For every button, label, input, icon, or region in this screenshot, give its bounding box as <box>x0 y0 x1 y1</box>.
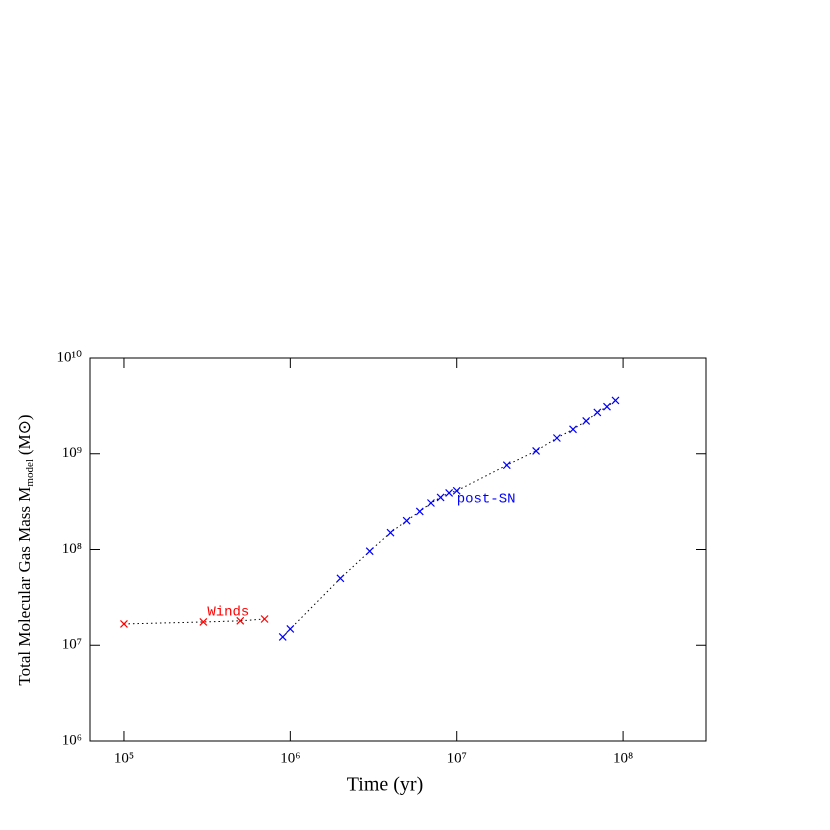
marker-stroke <box>120 620 128 628</box>
x-tick-label: 10⁵ <box>114 750 134 766</box>
marker <box>611 396 620 405</box>
marker <box>582 417 591 425</box>
y-tick-label: 10⁹ <box>62 445 82 461</box>
marker <box>120 620 128 628</box>
marker-stroke <box>611 396 620 405</box>
y-label-sub: model <box>24 459 36 487</box>
marker-stroke <box>199 618 208 626</box>
marker-stroke <box>593 408 602 417</box>
x-tick-label: 10⁸ <box>613 750 633 766</box>
marker-stroke <box>278 633 287 641</box>
marker <box>402 516 411 525</box>
marker-stroke <box>532 447 541 455</box>
series-label: post-SN <box>457 492 516 508</box>
marker <box>436 493 445 502</box>
marker-stroke <box>502 461 511 470</box>
marker-stroke <box>582 417 591 425</box>
marker-stroke <box>365 547 374 556</box>
marker <box>386 528 395 537</box>
marker <box>415 507 424 516</box>
y-label-main: Total Molecular Gas Mass M <box>15 487 34 686</box>
series-label: Winds <box>207 605 249 621</box>
y-tick-label: 10⁷ <box>62 637 82 653</box>
marker-stroke <box>286 625 295 633</box>
marker <box>427 499 435 507</box>
marker <box>603 402 611 411</box>
marker <box>199 618 208 626</box>
marker <box>502 461 511 470</box>
marker-stroke <box>445 488 454 497</box>
marker-stroke <box>260 615 269 623</box>
y-tick-label: 10⁸ <box>62 541 82 557</box>
connector-line <box>282 400 616 638</box>
marker-stroke <box>336 574 345 583</box>
marker-stroke <box>569 425 577 434</box>
y-tick-label: 10⁶ <box>62 732 82 748</box>
marker <box>236 616 245 625</box>
marker-stroke <box>452 486 461 495</box>
marker-stroke <box>436 493 445 502</box>
marker <box>286 625 295 633</box>
marker-stroke <box>427 499 435 507</box>
marker <box>278 633 287 641</box>
marker <box>336 574 345 583</box>
marker-stroke <box>603 402 611 411</box>
marker-stroke <box>386 528 395 537</box>
y-label-unit: (M⊙) <box>15 414 34 455</box>
y-axis-label: Total Molecular Gas Mass Mmodel (M⊙) <box>15 414 36 685</box>
marker <box>365 547 374 556</box>
x-axis-label: Time (yr) <box>347 774 423 796</box>
y-tick-label: 10¹⁰ <box>56 349 82 365</box>
marker <box>593 408 602 417</box>
marker-stroke <box>552 434 561 442</box>
x-tick-label: 10⁶ <box>280 750 300 766</box>
x-tick-label: 10⁷ <box>447 750 467 766</box>
marker-stroke <box>402 516 411 525</box>
marker <box>569 425 577 434</box>
marker <box>260 615 269 623</box>
marker <box>532 447 541 455</box>
marker-stroke <box>415 507 424 516</box>
marker <box>445 488 454 497</box>
plot-frame <box>89 357 707 742</box>
marker-stroke <box>236 616 245 625</box>
marker <box>552 434 561 442</box>
marker <box>452 486 461 495</box>
